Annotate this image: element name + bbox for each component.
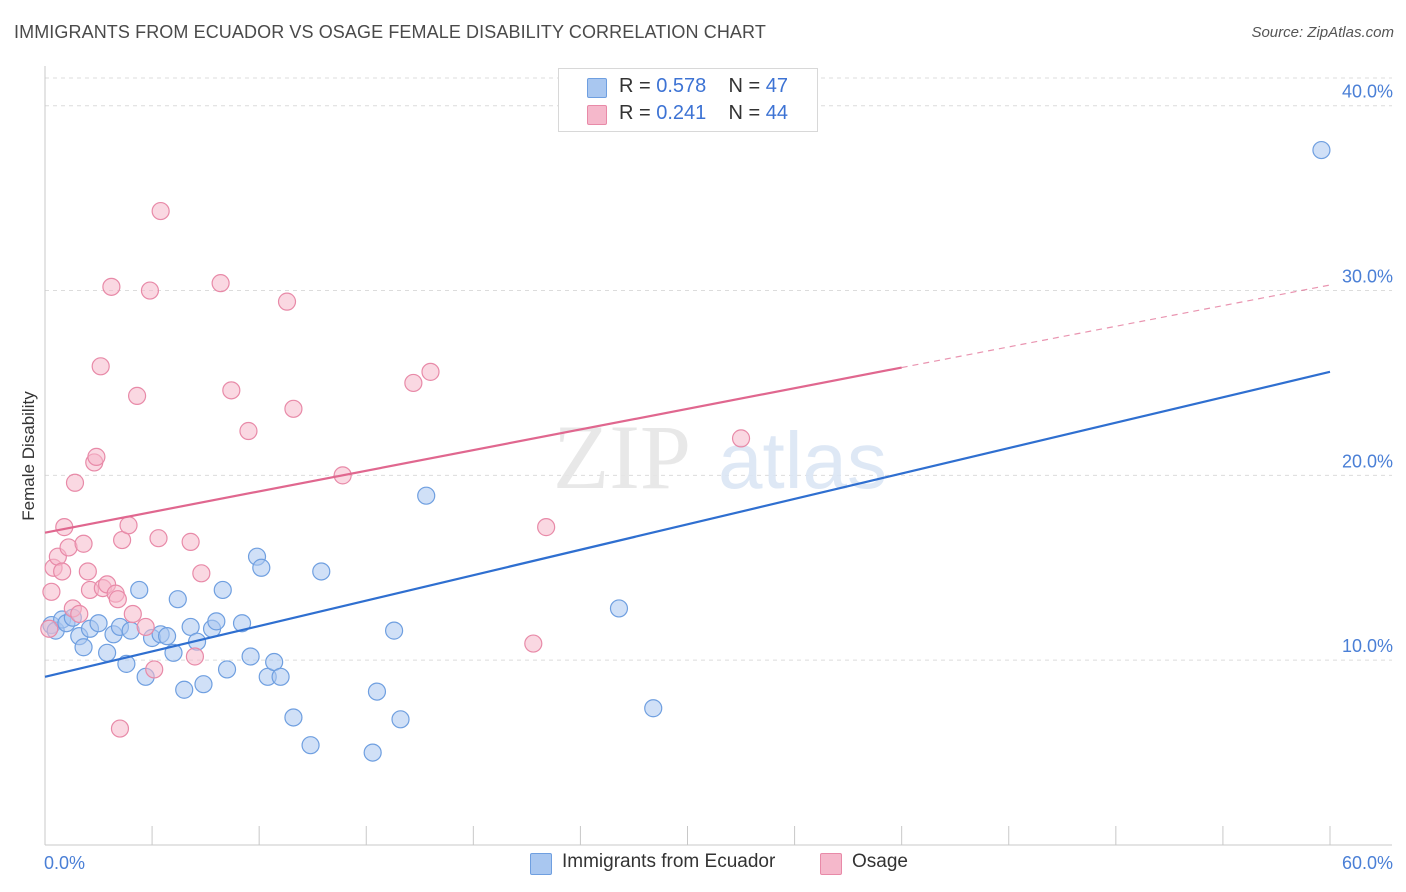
osage-point: [108, 590, 127, 609]
ecuador-point: [644, 699, 663, 718]
ecuador-point: [312, 562, 331, 581]
ecuador-point: [194, 675, 213, 694]
osage-point: [53, 562, 72, 581]
ecuador-point: [164, 643, 183, 662]
trend-layer: [44, 284, 1331, 678]
bottom-legend-swatch-osage: [820, 853, 842, 875]
x-tick-label: 60.0%: [1342, 853, 1393, 873]
bottom-legend-label-osage: Osage: [852, 851, 908, 872]
osage-point: [181, 532, 200, 551]
osage-point: [42, 582, 61, 601]
legend-swatch-ecuador: [587, 78, 607, 98]
osage-point: [185, 647, 205, 666]
legend-n-value: 47: [765, 75, 789, 97]
bottom-legend-label-ecuador: Immigrants from Ecuador: [562, 851, 776, 872]
ecuador-point: [217, 660, 237, 679]
osage-point: [524, 634, 543, 653]
ecuador-point: [391, 710, 410, 729]
y-axis-label: Female Disability: [19, 391, 38, 521]
osage-point: [119, 516, 138, 535]
osage-point: [65, 473, 85, 492]
osage-point: [277, 292, 297, 311]
osage-point: [149, 529, 168, 548]
ecuador-point: [207, 612, 226, 631]
osage-point: [110, 719, 130, 738]
legend-r-value: 0.578: [656, 75, 707, 97]
ecuador-point: [609, 599, 629, 618]
legend-n-label: N =: [728, 102, 766, 124]
osage-point: [74, 534, 93, 553]
osage-point: [78, 562, 97, 581]
ecuador-point: [232, 614, 252, 633]
osage-point: [284, 399, 303, 418]
ecuador-point: [241, 647, 260, 666]
osage-point: [192, 564, 211, 583]
osage-point: [136, 617, 155, 637]
osage-point: [537, 518, 556, 537]
y-tick-label: 10.0%: [1342, 636, 1393, 656]
ecuador-trend-line: [44, 370, 1331, 678]
axis-layer: 10.0% 20.0% 30.0% 40.0% 0.0% 60.0%: [44, 66, 1393, 873]
watermark-zip: ZIP: [553, 406, 691, 508]
grid-layer: [45, 77, 1392, 661]
ecuador-point: [301, 736, 320, 755]
osage-point: [91, 357, 110, 376]
ecuador-point: [363, 743, 382, 762]
ecuador-point: [1312, 140, 1331, 160]
ecuador-point: [384, 621, 404, 640]
osage-point: [211, 274, 230, 293]
ecuador-point: [121, 621, 140, 640]
ecuador-point: [367, 682, 387, 701]
y-tick-label: 30.0%: [1342, 267, 1393, 287]
osage-point: [222, 381, 241, 400]
source-label: Source: ZipAtlas.com: [1251, 24, 1394, 41]
osage-trend-line-dashed: [901, 284, 1331, 369]
osage-point: [70, 604, 89, 624]
ecuador-point: [284, 708, 303, 727]
y-tick-label: 40.0%: [1342, 82, 1393, 102]
y-tick-label: 20.0%: [1342, 451, 1393, 471]
ecuador-point: [175, 680, 194, 699]
ecuador-point: [98, 643, 117, 662]
chart-title: IMMIGRANTS FROM ECUADOR VS OSAGE FEMALE …: [14, 22, 766, 42]
ecuador-point: [130, 580, 149, 600]
ecuador-point: [157, 627, 177, 646]
watermark-atlas: atlas: [718, 416, 887, 505]
osage-point: [145, 660, 164, 679]
legend-swatch-osage: [587, 105, 607, 125]
watermark: ZIP atlas: [553, 406, 887, 508]
osage-point: [421, 362, 440, 381]
correlation-legend: R = 0.578 N = 47 R = 0.241 N = 44: [558, 68, 818, 132]
ecuador-point: [74, 638, 93, 657]
osage-point: [239, 421, 258, 441]
osage-point: [140, 281, 160, 300]
legend-n-value: 44: [765, 102, 789, 124]
legend-r-label: R =: [619, 102, 657, 124]
ecuador-point: [168, 590, 187, 609]
osage-point: [59, 538, 78, 557]
osage-trend-line: [44, 366, 902, 534]
ecuador-point: [271, 667, 290, 686]
osage-point: [87, 447, 106, 466]
ecuador-point: [252, 558, 271, 577]
legend-r-label: R =: [619, 75, 657, 97]
x-tick-label: 0.0%: [44, 853, 85, 873]
ecuador-point: [213, 580, 232, 600]
osage-point: [731, 429, 751, 448]
bottom-legend-swatch-ecuador: [530, 853, 552, 875]
osage-point: [102, 277, 121, 296]
osage-point: [127, 386, 147, 405]
osage-point: [40, 619, 59, 638]
legend-r-value: 0.241: [656, 102, 707, 124]
osage-point: [123, 604, 142, 624]
legend-n-label: N =: [728, 75, 766, 97]
osage-point: [404, 373, 423, 393]
ecuador-point: [417, 486, 436, 505]
points-layer: [40, 140, 1331, 762]
osage-point: [151, 201, 170, 221]
ecuador-point: [89, 614, 108, 633]
